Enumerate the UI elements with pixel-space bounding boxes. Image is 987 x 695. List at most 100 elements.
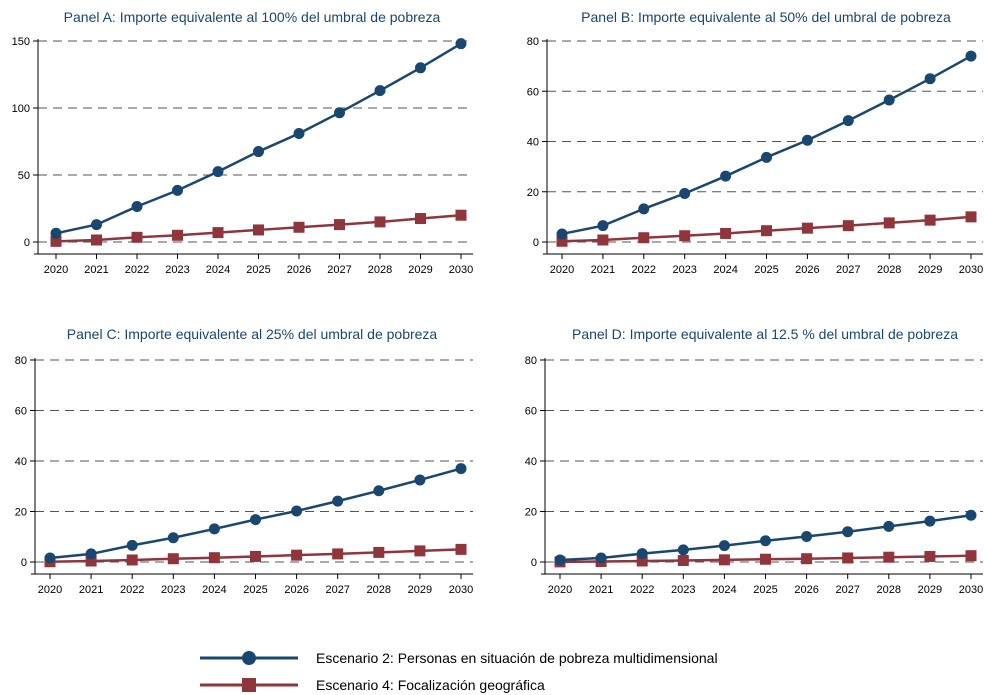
x-tick-label: 2026 — [287, 264, 311, 276]
x-tick-label: 2024 — [713, 264, 737, 276]
panel-title: Panel B: Importe equivalente al 50% del … — [581, 9, 951, 25]
data-point-series-1 — [167, 532, 179, 544]
data-point-series-1 — [455, 463, 467, 475]
data-point-series-1 — [374, 85, 386, 97]
y-tick-label: 40 — [527, 137, 539, 149]
data-point-series-2 — [50, 235, 62, 247]
x-tick-label: 2022 — [120, 584, 144, 596]
x-tick-label: 2021 — [591, 264, 615, 276]
x-tick-label: 2030 — [959, 264, 983, 276]
chart-panel-4: Panel D: Importe equivalente al 12.5 % d… — [525, 326, 983, 596]
data-point-series-2 — [679, 230, 691, 242]
data-point-series-2 — [126, 554, 138, 566]
x-tick-label: 2023 — [165, 264, 189, 276]
data-point-series-1 — [250, 514, 261, 526]
data-point-series-1 — [291, 505, 303, 517]
data-point-series-1 — [208, 523, 220, 535]
x-tick-label: 2020 — [38, 584, 62, 596]
x-tick-label: 2025 — [243, 584, 267, 596]
data-point-series-1 — [554, 554, 566, 566]
data-point-series-1 — [293, 127, 305, 139]
data-point-series-1 — [212, 166, 224, 178]
data-point-series-2 — [374, 216, 386, 228]
x-tick-label: 2030 — [449, 584, 473, 596]
y-tick-label: 0 — [21, 557, 27, 569]
data-point-series-1 — [334, 107, 345, 119]
data-point-series-2 — [965, 550, 977, 562]
legend-item-series-2: Escenario 4: Focalización geográfica — [200, 677, 545, 693]
x-tick-label: 2028 — [367, 584, 391, 596]
data-point-series-2 — [293, 221, 305, 233]
x-tick-label: 2022 — [632, 264, 656, 276]
panel-title: Panel C: Importe equivalente al 25% del … — [67, 326, 438, 342]
data-point-series-1 — [883, 520, 895, 532]
data-point-series-1 — [595, 552, 607, 564]
x-tick-label: 2020 — [548, 584, 572, 596]
data-point-series-1 — [718, 540, 730, 552]
data-point-series-1 — [172, 184, 183, 196]
data-point-series-1 — [556, 228, 568, 240]
data-point-series-2 — [842, 220, 854, 232]
data-point-series-1 — [126, 539, 138, 551]
x-tick-label: 2024 — [206, 264, 230, 276]
data-point-series-2 — [761, 225, 772, 237]
y-tick-label: 0 — [24, 237, 30, 249]
data-point-series-1 — [801, 530, 813, 542]
data-point-series-2 — [334, 219, 345, 231]
data-point-series-2 — [253, 224, 264, 236]
series-line-1 — [55, 42, 462, 235]
x-tick-label: 2030 — [959, 584, 983, 596]
data-point-series-2 — [965, 211, 977, 223]
data-point-series-1 — [924, 515, 936, 527]
x-tick-label: 2022 — [630, 584, 654, 596]
x-tick-label: 2025 — [246, 264, 270, 276]
data-point-series-2 — [636, 555, 648, 567]
x-tick-label: 2029 — [918, 584, 942, 596]
y-tick-label: 60 — [527, 86, 539, 98]
data-point-series-2 — [760, 553, 771, 565]
series-line-1 — [49, 467, 462, 560]
data-point-series-1 — [91, 219, 102, 231]
data-point-series-2 — [842, 552, 854, 564]
data-point-series-1 — [85, 548, 97, 560]
data-point-series-2 — [455, 209, 467, 221]
x-tick-label: 2027 — [325, 584, 349, 596]
data-point-series-2 — [801, 553, 813, 565]
y-tick-label: 60 — [525, 406, 537, 418]
x-tick-label: 2023 — [672, 264, 696, 276]
data-point-series-2 — [638, 232, 650, 244]
data-point-series-2 — [883, 551, 895, 563]
y-tick-label: 0 — [531, 557, 537, 569]
y-tick-label: 150 — [12, 36, 30, 48]
y-tick-label: 80 — [527, 36, 539, 48]
data-point-series-2 — [455, 543, 467, 555]
data-point-series-1 — [720, 170, 732, 182]
data-point-series-2 — [924, 214, 936, 226]
data-point-series-2 — [85, 555, 97, 567]
y-tick-label: 40 — [15, 456, 27, 468]
x-tick-label: 2027 — [836, 264, 860, 276]
data-point-series-2 — [801, 222, 813, 234]
data-point-series-1 — [965, 509, 977, 521]
y-tick-label: 80 — [525, 355, 537, 367]
data-point-series-2 — [720, 227, 732, 239]
data-point-series-2 — [91, 234, 102, 246]
x-tick-label: 2025 — [754, 264, 778, 276]
data-point-series-2 — [414, 545, 426, 557]
x-tick-label: 2029 — [918, 264, 942, 276]
x-tick-label: 2022 — [125, 264, 149, 276]
y-tick-label: 60 — [15, 406, 27, 418]
data-point-series-1 — [332, 495, 344, 507]
data-point-series-2 — [172, 229, 183, 241]
x-tick-label: 2029 — [408, 264, 432, 276]
y-tick-label: 80 — [15, 355, 27, 367]
x-tick-label: 2020 — [550, 264, 574, 276]
x-tick-label: 2030 — [449, 264, 473, 276]
y-tick-label: 20 — [525, 507, 537, 519]
data-point-series-1 — [760, 535, 771, 547]
chart-panel-1: Panel A: Importe equivalente al 100% del… — [12, 9, 474, 276]
data-point-series-1 — [131, 200, 143, 212]
data-point-series-1 — [253, 146, 264, 158]
data-point-series-1 — [44, 552, 56, 564]
